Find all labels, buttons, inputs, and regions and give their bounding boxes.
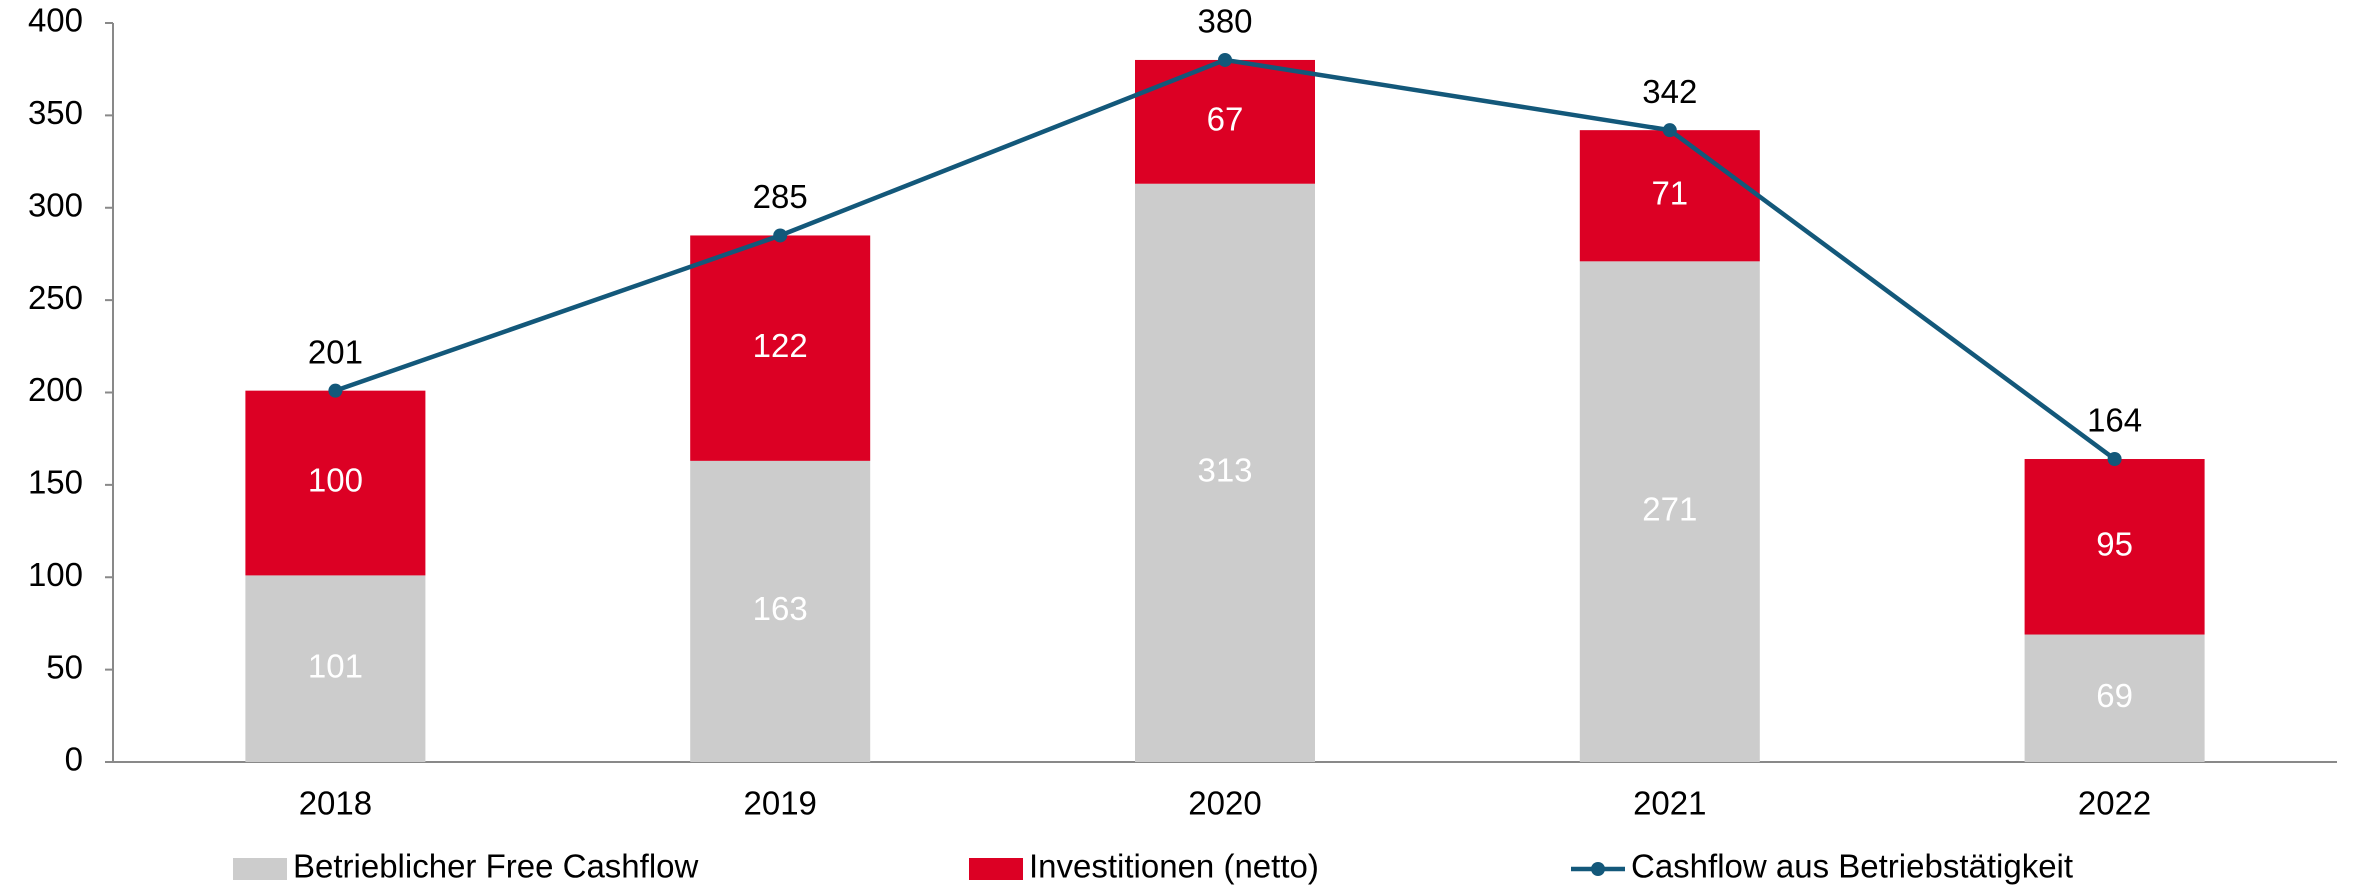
line-point xyxy=(1662,123,1677,138)
data-label: 69 xyxy=(2096,677,2133,714)
data-label: 95 xyxy=(2096,525,2133,562)
legend-label: Cashflow aus Betriebstätigkeit xyxy=(1631,848,2073,885)
legend-label: Investitionen (netto) xyxy=(1029,848,1319,885)
bar-segment xyxy=(2024,634,2205,762)
bar-segment xyxy=(690,460,871,762)
line-point xyxy=(1218,52,1232,67)
y-tick-label: 150 xyxy=(28,464,83,501)
y-tick-label: 0 xyxy=(65,741,83,778)
bar-segment xyxy=(1579,130,1760,262)
data-label: 313 xyxy=(1197,452,1252,489)
bar-segment xyxy=(1135,183,1315,763)
x-tick-label: 2022 xyxy=(2078,785,2151,822)
bar-segment xyxy=(1135,59,1315,184)
data-label: 380 xyxy=(1197,3,1252,40)
y-tick-label: 250 xyxy=(28,279,83,316)
legend-swatch xyxy=(233,858,287,880)
x-tick-label: 2021 xyxy=(1633,785,1706,822)
data-label: 342 xyxy=(1642,73,1697,110)
line-point xyxy=(773,228,788,243)
data-label: 101 xyxy=(308,647,363,684)
bar-segment xyxy=(245,390,426,576)
x-tick-label: 2019 xyxy=(743,785,816,822)
bar-segment xyxy=(1579,261,1760,762)
y-tick-label: 350 xyxy=(28,94,83,131)
line-point xyxy=(328,383,343,398)
y-tick-label: 50 xyxy=(46,648,83,685)
legend-label: Betrieblicher Free Cashflow xyxy=(293,848,698,885)
data-label: 271 xyxy=(1642,490,1697,527)
x-tick-label: 2020 xyxy=(1188,785,1261,822)
y-tick-label: 100 xyxy=(28,556,83,593)
legend-swatch xyxy=(969,858,1023,880)
bar-segment xyxy=(245,575,426,762)
line-point xyxy=(2107,452,2122,467)
data-label: 122 xyxy=(753,327,808,364)
x-tick-label: 2018 xyxy=(299,785,372,822)
y-tick-label: 300 xyxy=(28,186,83,223)
data-label: 163 xyxy=(753,590,808,627)
bar-segment xyxy=(690,235,871,461)
data-label: 100 xyxy=(308,462,363,499)
data-label: 164 xyxy=(2087,402,2142,439)
y-tick-label: 200 xyxy=(28,371,83,408)
data-label: 285 xyxy=(753,178,808,215)
data-label: 201 xyxy=(308,333,363,370)
legend-swatch-dot xyxy=(1591,862,1605,876)
data-label: 71 xyxy=(1651,174,1688,211)
y-tick-label: 400 xyxy=(28,2,83,39)
bar-segment xyxy=(2024,459,2205,635)
data-label: 67 xyxy=(1207,101,1244,138)
